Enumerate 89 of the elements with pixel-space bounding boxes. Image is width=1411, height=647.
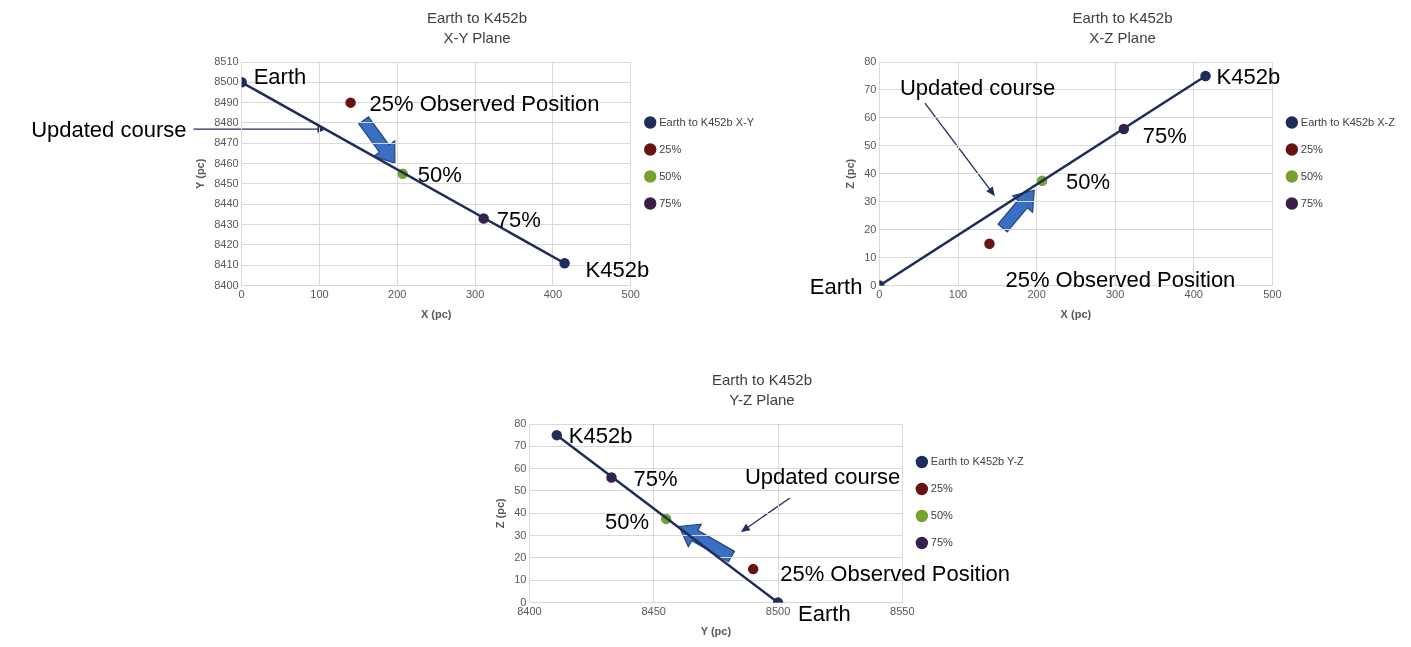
annotation: Updated course <box>31 117 187 143</box>
x-tick-label: 8450 <box>641 605 666 618</box>
y-tick-label: 10 <box>864 250 877 263</box>
y-tick-label: 50 <box>864 138 877 151</box>
x-axis-title: Y (pc) <box>700 625 732 638</box>
legend-label: 25% <box>1300 142 1324 155</box>
legend-label: 75% <box>1300 196 1324 209</box>
y-tick-label: 80 <box>864 55 877 68</box>
x-tick-label: 500 <box>621 288 640 301</box>
y-tick-label: 30 <box>864 194 877 207</box>
y-tick-label: 0 <box>520 595 527 608</box>
y-tick-label: 70 <box>514 439 527 452</box>
y-tick-label: 8410 <box>214 258 239 271</box>
annotation: 75% <box>633 465 678 491</box>
legend-label: 25% <box>659 142 682 155</box>
chart-title: Earth to K452b <box>1072 9 1173 27</box>
chart-subtitle: Y-Z Plane <box>729 391 795 409</box>
y-tick-label: 20 <box>864 222 877 235</box>
x-tick-label: 300 <box>465 288 485 301</box>
annotation: Updated course <box>744 464 901 490</box>
y-tick-label: 40 <box>514 506 527 519</box>
legend-label: 50% <box>1300 169 1324 182</box>
x-axis-title: X (pc) <box>1060 308 1092 321</box>
y-tick-label: 10 <box>514 573 527 586</box>
y-tick-label: 70 <box>864 82 877 95</box>
x-tick-label: 100 <box>310 288 329 301</box>
y-tick-label: 8510 <box>214 55 239 68</box>
y-axis-title: Y (pc) <box>193 158 206 189</box>
annotation: Earth <box>809 273 863 299</box>
y-tick-label: 8500 <box>214 75 239 88</box>
x-tick-label: 300 <box>1106 288 1125 301</box>
annotation: K452b <box>585 257 650 283</box>
y-tick-label: 8400 <box>214 278 239 291</box>
legend-label: 25% <box>930 482 954 495</box>
x-tick-label: 200 <box>1027 288 1046 301</box>
annotation: 50% <box>605 508 650 534</box>
annotation: Earth <box>253 64 307 90</box>
y-tick-label: 8450 <box>214 176 239 189</box>
point <box>1200 70 1211 82</box>
x-tick-label: 8500 <box>765 605 791 618</box>
y-tick-label: 8420 <box>214 237 239 250</box>
y-tick-label: 80 <box>514 417 527 430</box>
legend-label: 75% <box>930 536 954 549</box>
legend-label: 50% <box>930 509 954 522</box>
annotation: 50% <box>417 161 462 187</box>
y-axis-title: Z (pc) <box>843 158 856 189</box>
y-tick-label: 0 <box>870 278 877 291</box>
annotation: K452b <box>568 423 633 449</box>
x-tick-label: 400 <box>543 288 563 301</box>
x-tick-label: 8550 <box>890 605 915 618</box>
y-tick-label: 40 <box>864 166 877 179</box>
legend-label: Earth to K452b X-Y <box>659 115 755 128</box>
point <box>551 429 563 441</box>
chart-subtitle: X-Z Plane <box>1089 29 1156 47</box>
annotation: 75% <box>1142 123 1187 149</box>
annotation: 75% <box>496 206 541 232</box>
y-tick-label: 8440 <box>214 197 239 210</box>
y-tick-label: 60 <box>514 461 527 474</box>
chart-title: Earth to K452b <box>711 371 813 389</box>
annotation: K452b <box>1216 63 1281 89</box>
annotation: 25% Observed Position <box>780 561 1011 587</box>
x-tick-label: 500 <box>1263 288 1282 301</box>
y-axis-title: Z (pc) <box>493 498 506 529</box>
chart-subtitle: X-Y Plane <box>443 29 511 47</box>
point <box>747 563 759 575</box>
y-tick-label: 50 <box>514 484 527 497</box>
annotation: Updated course <box>899 75 1056 101</box>
y-tick-label: 60 <box>864 110 877 123</box>
legend-label: Earth to K452b Y-Z <box>930 455 1025 468</box>
y-tick-label: 8470 <box>214 136 239 149</box>
legend-label: Earth to K452b X-Z <box>1300 115 1396 128</box>
y-tick-label: 30 <box>514 528 527 541</box>
point <box>984 238 995 249</box>
x-tick-label: 200 <box>388 288 407 301</box>
point <box>345 97 356 108</box>
annotation: 25% Observed Position <box>369 90 600 116</box>
y-tick-label: 20 <box>514 550 527 563</box>
x-tick-label: 100 <box>948 288 968 301</box>
chart-title: Earth to K452b <box>426 9 528 27</box>
legend-label: 75% <box>659 196 682 209</box>
y-tick-label: 8480 <box>214 116 239 129</box>
y-tick-label: 8460 <box>214 156 239 169</box>
y-tick-label: 8430 <box>214 217 239 230</box>
annotation: 50% <box>1066 168 1111 194</box>
y-tick-label: 8490 <box>214 95 239 108</box>
annotation: Earth <box>798 600 851 626</box>
legend-label: 50% <box>659 169 682 182</box>
x-axis-title: X (pc) <box>420 308 452 321</box>
x-tick-label: 400 <box>1184 288 1203 301</box>
